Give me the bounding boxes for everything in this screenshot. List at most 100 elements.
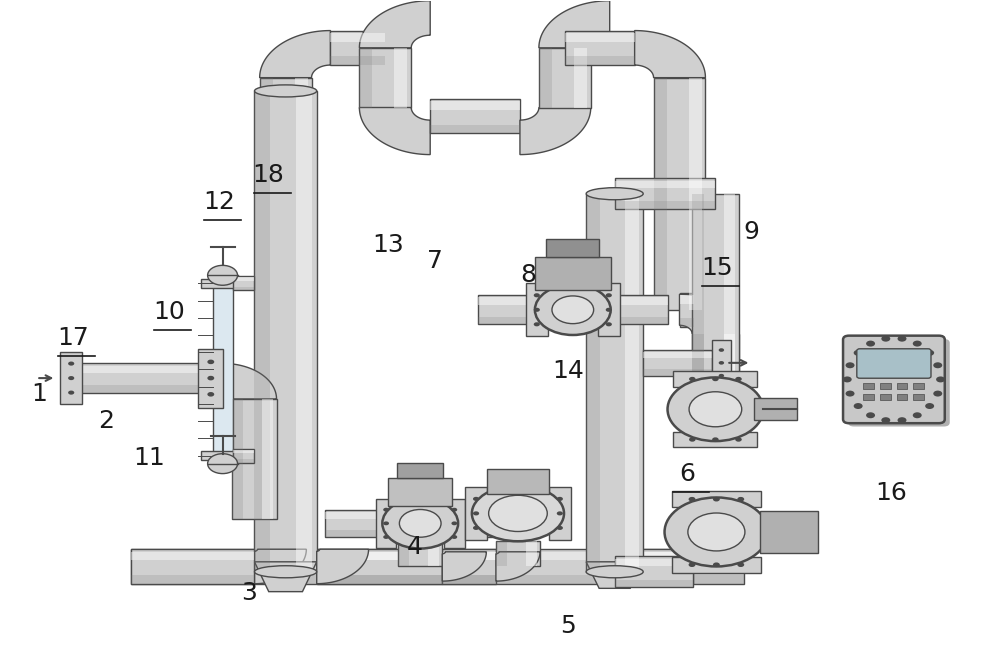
Circle shape bbox=[473, 497, 479, 501]
Circle shape bbox=[866, 340, 875, 346]
Bar bbox=[260, 78, 273, 91]
Circle shape bbox=[925, 350, 934, 356]
Circle shape bbox=[689, 497, 695, 501]
Circle shape bbox=[913, 340, 922, 346]
Circle shape bbox=[898, 336, 906, 342]
Text: 9: 9 bbox=[743, 220, 759, 244]
Circle shape bbox=[846, 390, 855, 396]
Bar bbox=[428, 537, 439, 567]
Bar bbox=[546, 239, 599, 257]
Bar bbox=[712, 340, 731, 386]
Polygon shape bbox=[586, 562, 643, 588]
Polygon shape bbox=[223, 364, 277, 399]
Bar bbox=[643, 370, 712, 376]
Bar bbox=[672, 491, 761, 507]
Bar bbox=[254, 91, 270, 571]
Bar bbox=[539, 48, 591, 107]
Bar bbox=[201, 452, 245, 460]
Circle shape bbox=[473, 511, 479, 515]
Bar bbox=[615, 559, 693, 566]
Bar bbox=[614, 552, 693, 560]
Circle shape bbox=[689, 438, 696, 442]
Polygon shape bbox=[496, 552, 540, 581]
Circle shape bbox=[552, 296, 594, 324]
Polygon shape bbox=[359, 107, 430, 155]
Circle shape bbox=[68, 362, 74, 366]
Circle shape bbox=[668, 378, 763, 441]
Bar bbox=[565, 33, 635, 42]
Bar bbox=[913, 382, 924, 389]
Bar bbox=[330, 33, 385, 42]
Bar bbox=[692, 194, 739, 441]
Circle shape bbox=[688, 513, 745, 551]
Bar bbox=[680, 318, 684, 325]
Bar bbox=[496, 541, 540, 567]
Circle shape bbox=[933, 362, 942, 368]
Bar bbox=[71, 386, 216, 393]
Circle shape bbox=[557, 497, 563, 501]
Bar bbox=[131, 549, 744, 583]
Ellipse shape bbox=[586, 565, 643, 578]
Bar bbox=[317, 552, 442, 560]
Bar bbox=[430, 125, 520, 133]
Bar bbox=[586, 194, 643, 571]
Text: 1: 1 bbox=[31, 382, 47, 406]
Bar bbox=[71, 364, 216, 393]
Circle shape bbox=[881, 336, 890, 342]
Circle shape bbox=[606, 322, 612, 326]
Circle shape bbox=[854, 403, 863, 409]
Bar bbox=[260, 78, 312, 91]
Bar bbox=[232, 399, 277, 519]
Bar bbox=[565, 57, 635, 65]
Text: 17: 17 bbox=[57, 326, 89, 350]
Bar bbox=[615, 178, 715, 209]
Bar bbox=[615, 180, 715, 188]
Polygon shape bbox=[254, 562, 317, 591]
Bar bbox=[487, 469, 549, 494]
Bar bbox=[233, 450, 254, 454]
Circle shape bbox=[382, 498, 458, 549]
Bar bbox=[654, 78, 667, 310]
Bar bbox=[880, 382, 891, 389]
Bar bbox=[131, 575, 744, 583]
Bar bbox=[692, 334, 739, 378]
Text: 3: 3 bbox=[241, 581, 257, 605]
Circle shape bbox=[854, 350, 863, 356]
Bar bbox=[760, 511, 818, 553]
Bar bbox=[233, 449, 254, 463]
Bar bbox=[325, 530, 386, 537]
Bar bbox=[692, 194, 704, 441]
Bar bbox=[680, 318, 694, 327]
Bar bbox=[394, 48, 407, 107]
Circle shape bbox=[383, 535, 389, 539]
Bar bbox=[526, 284, 548, 336]
Text: 10: 10 bbox=[153, 300, 185, 324]
Bar bbox=[478, 297, 537, 304]
Circle shape bbox=[713, 562, 720, 567]
Bar bbox=[692, 334, 704, 378]
Ellipse shape bbox=[254, 85, 317, 97]
Circle shape bbox=[473, 526, 479, 530]
Bar bbox=[725, 498, 736, 567]
Circle shape bbox=[208, 454, 238, 474]
Bar bbox=[897, 382, 907, 389]
Text: 5: 5 bbox=[560, 614, 576, 638]
Bar bbox=[325, 509, 386, 537]
Circle shape bbox=[737, 562, 744, 567]
Circle shape bbox=[451, 507, 457, 511]
Bar bbox=[330, 31, 385, 65]
Ellipse shape bbox=[254, 565, 317, 578]
Bar bbox=[325, 511, 386, 519]
Bar bbox=[673, 432, 757, 448]
Bar bbox=[880, 394, 891, 400]
Bar bbox=[654, 78, 705, 310]
Bar bbox=[444, 499, 465, 548]
Circle shape bbox=[719, 348, 724, 352]
Polygon shape bbox=[359, 1, 430, 48]
Polygon shape bbox=[520, 107, 591, 155]
Circle shape bbox=[913, 412, 922, 418]
Circle shape bbox=[207, 392, 214, 397]
Polygon shape bbox=[635, 31, 705, 78]
Bar bbox=[863, 394, 874, 400]
Bar bbox=[574, 48, 587, 107]
